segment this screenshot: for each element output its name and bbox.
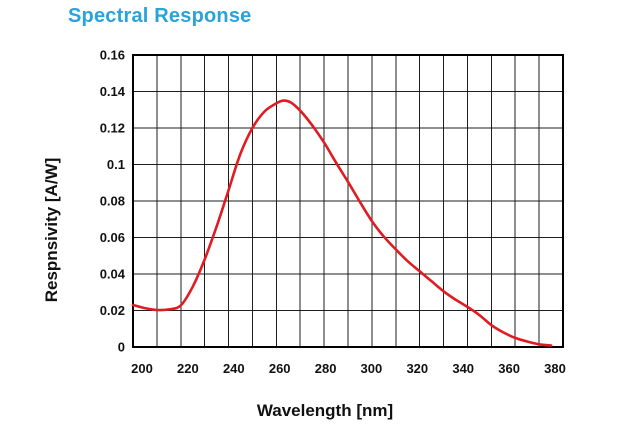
y-tick-label: 0.06 (100, 230, 125, 245)
plot-border (132, 54, 564, 348)
response-curve (131, 99, 553, 347)
x-axis-label: Wavelength [nm] (256, 401, 394, 420)
x-tick-label: 200 (131, 361, 153, 376)
chart-title: Spectral Response (68, 5, 252, 27)
y-tick-label: 0.04 (100, 267, 126, 282)
x-tick-label: 320 (406, 361, 428, 376)
y-tick-label: 0.1 (107, 157, 125, 172)
grid-lines (132, 54, 564, 348)
y-tick-label: 0.16 (100, 48, 125, 63)
y-tick-label: 0.12 (100, 121, 125, 136)
x-tick-label: 260 (269, 361, 291, 376)
x-tick-label: 240 (223, 361, 245, 376)
y-tick-label: 0.08 (100, 194, 125, 209)
x-tick-label: 300 (361, 361, 383, 376)
x-tick-label: 360 (498, 361, 520, 376)
y-axis-label: Respnsivity [A/W] (42, 157, 61, 303)
y-tick-label: 0 (118, 340, 125, 355)
y-tick-label: 0.14 (100, 84, 126, 99)
x-tick-label: 340 (452, 361, 474, 376)
y-tick-label: 0.02 (100, 303, 125, 318)
x-tick-label: 380 (544, 361, 566, 376)
x-tick-label: 220 (177, 361, 199, 376)
x-tick-label: 280 (315, 361, 337, 376)
